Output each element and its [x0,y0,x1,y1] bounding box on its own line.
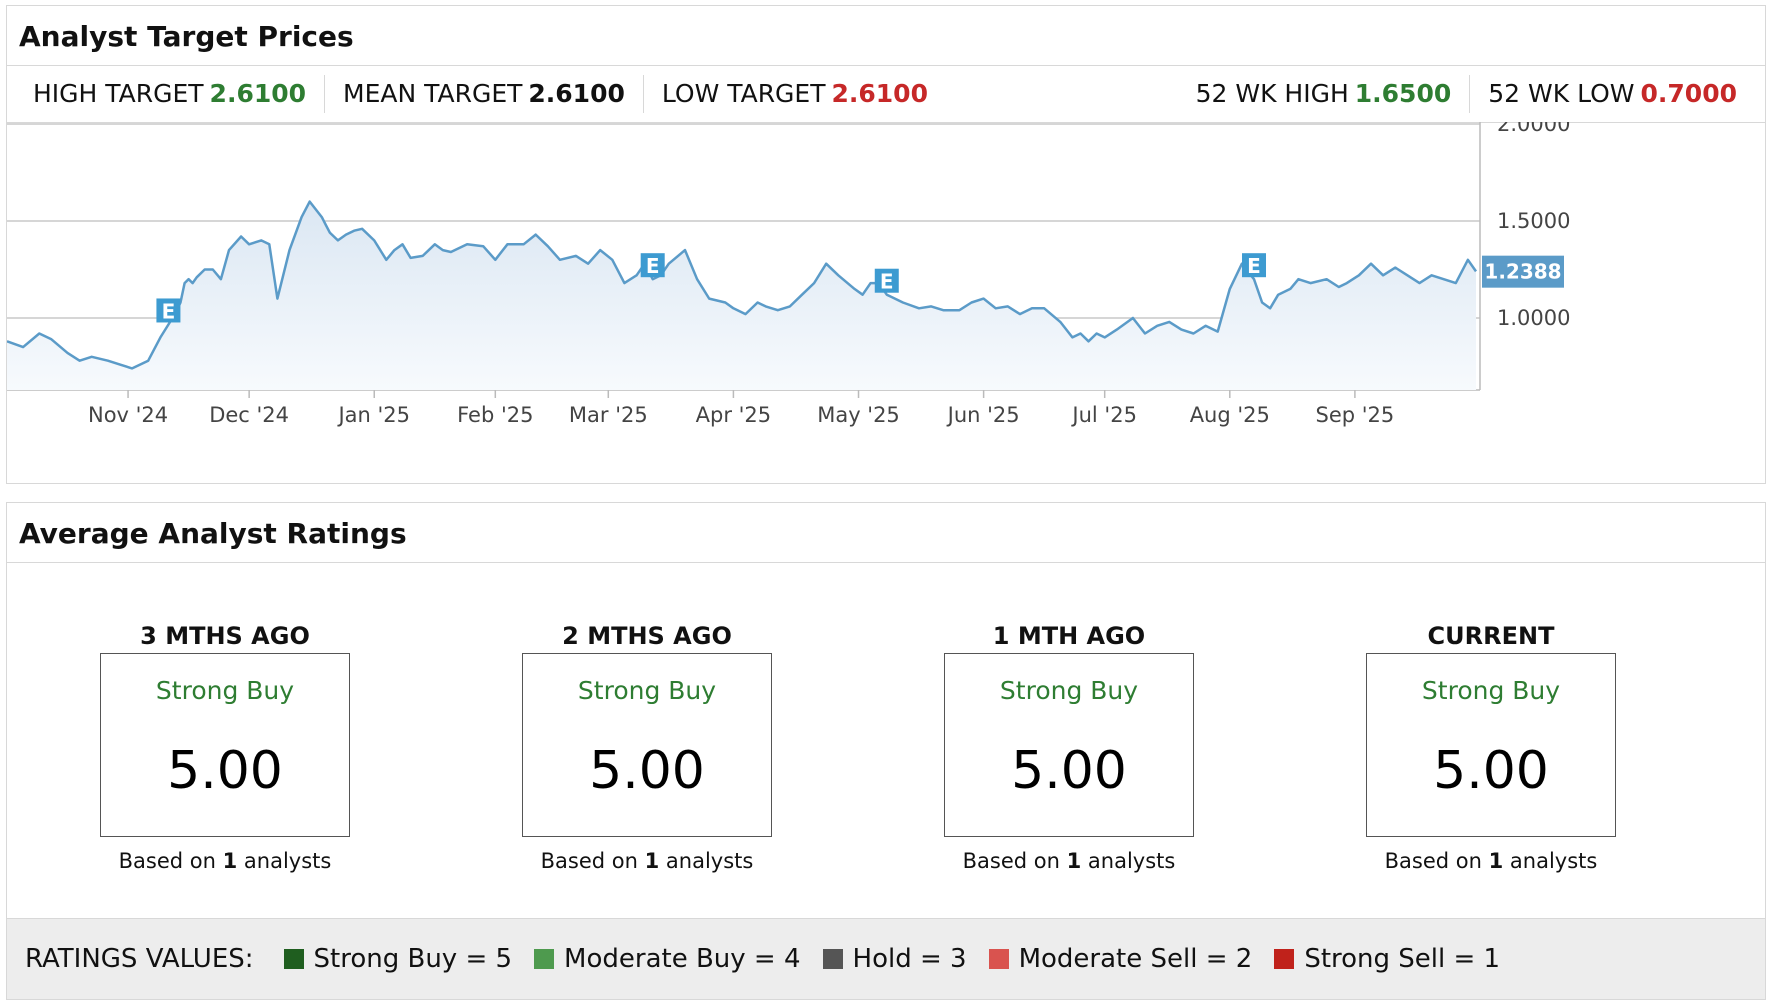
low-target-value: 2.6100 [831,79,928,108]
x-tick-label: Jun '25 [946,403,1020,427]
y-tick-label: 1.5000 [1497,209,1570,233]
rating-analyst-count: Based on 1 analysts [1384,849,1598,873]
mean-target-label: MEAN TARGET [343,79,523,108]
wk52-high: 52 WK HIGH 1.6500 [1178,75,1471,113]
x-tick-label: Dec '24 [209,403,289,427]
x-tick-label: Jul '25 [1070,403,1137,427]
target-prices-panel: Analyst Target Prices HIGH TARGET 2.6100 … [6,5,1766,484]
rating-analyst-count: Based on 1 analysts [118,849,332,873]
rating-analyst-count: Based on 1 analysts [962,849,1176,873]
rating-analyst-count: Based on 1 analysts [540,849,754,873]
x-tick-label: Jan '25 [336,403,410,427]
rating-label: Strong Buy [1421,676,1561,705]
rating-label: Strong Buy [155,676,295,705]
rating-period: 2 MTHS AGO [562,622,732,650]
legend-strong-buy: Strong Buy = 5 [283,944,512,974]
legend-hold: Hold = 3 [822,944,967,974]
x-tick-label: Aug '25 [1190,403,1270,427]
rating-box: Strong Buy 5.00 [944,653,1194,837]
legend-swatch [283,949,304,969]
legend-swatch [534,949,555,969]
low-target: LOW TARGET 2.6100 [644,75,946,113]
earnings-marker [874,268,899,293]
rating-value: 5.00 [589,741,705,801]
high-target-label: HIGH TARGET [33,79,204,108]
low-target-label: LOW TARGET [661,79,826,108]
rating-value: 5.00 [1433,741,1549,801]
mean-target-value: 2.6100 [528,79,625,108]
rating-label: Strong Buy [999,676,1139,705]
price-area [7,201,1476,390]
rating-1-month-ago: 1 MTH AGO Strong Buy 5.00 Based on 1 ana… [939,621,1199,873]
target-prices-title: Analyst Target Prices [7,6,1765,66]
price-chart-area[interactable]: 1.0000 1.5000 2.0000 Nov '24 Dec '24 Jan '25 F… [7,122,1765,484]
y-tick-label: 1.0000 [1497,306,1570,330]
rating-value: 5.00 [1011,741,1127,801]
wk52-low-value: 0.7000 [1640,79,1737,108]
legend-swatch [1274,949,1295,969]
rating-label: Strong Buy [577,676,717,705]
legend-moderate-buy: Moderate Buy = 4 [534,944,801,974]
wk52-high-value: 1.6500 [1354,79,1452,108]
x-tick-label: May '25 [817,403,900,427]
rating-2-months-ago: 2 MTHS AGO Strong Buy 5.00 Based on 1 an… [517,621,777,873]
rating-period: CURRENT [1427,622,1555,650]
legend-swatch [822,949,843,969]
legend-strong-sell: Strong Sell = 1 [1274,944,1500,974]
ratings-panel: Average Analyst Ratings 3 MTHS AGO Stron… [6,502,1766,1000]
earnings-marker-label: E [646,254,660,278]
target-summary-bar: HIGH TARGET 2.6100 MEAN TARGET 2.6100 LOW … [7,66,1765,123]
y-tick-label: 2.0000 [1497,122,1570,136]
wk52-low: 52 WK LOW 0.7000 [1470,75,1765,113]
earnings-marker [640,253,665,278]
legend-moderate-sell: Moderate Sell = 2 [988,944,1252,974]
rating-value: 5.00 [167,741,283,801]
wk52-high-label: 52 WK HIGH [1195,79,1349,108]
rating-box: Strong Buy 5.00 [1366,653,1616,837]
x-tick-label: Sep '25 [1316,403,1395,427]
current-value-label: 1.2388 [1484,260,1561,284]
rating-current: CURRENT Strong Buy 5.00 Based on 1 analy… [1361,621,1621,873]
rating-period: 3 MTHS AGO [140,622,310,650]
wk52-low-label: 52 WK LOW [1488,79,1635,108]
price-line [7,200,1478,370]
ratings-legend: RATINGS VALUES: Strong Buy = 5 Moderate … [7,918,1765,999]
rating-3-months-ago: 3 MTHS AGO Strong Buy 5.00 Based on 1 an… [95,621,355,873]
ratings-title: Average Analyst Ratings [7,503,1765,563]
earnings-marker-label: E [1247,254,1261,278]
x-tick-label: Mar '25 [569,403,648,427]
mean-target: MEAN TARGET 2.6100 [325,75,644,113]
legend-swatch [988,949,1009,969]
current-value-tag [1482,255,1564,288]
x-tick-label: Feb '25 [457,403,533,427]
earnings-marker [156,298,181,323]
rating-box: Strong Buy 5.00 [522,653,772,837]
earnings-marker [1242,253,1267,278]
x-tick-label: Apr '25 [696,403,772,427]
rating-box: Strong Buy 5.00 [100,653,350,837]
ratings-row: 3 MTHS AGO Strong Buy 5.00 Based on 1 an… [7,621,1765,873]
x-tick-label: Nov '24 [88,403,168,427]
legend-title: RATINGS VALUES: [25,944,254,974]
earnings-marker-label: E [880,270,894,294]
price-chart[interactable]: 1.0000 1.5000 2.0000 Nov '24 Dec '24 Jan '25 F… [7,122,1765,484]
earnings-marker-label: E [162,299,176,323]
rating-period: 1 MTH AGO [992,622,1146,650]
high-target: HIGH TARGET 2.6100 [7,75,326,113]
high-target-value: 2.6100 [209,79,307,108]
